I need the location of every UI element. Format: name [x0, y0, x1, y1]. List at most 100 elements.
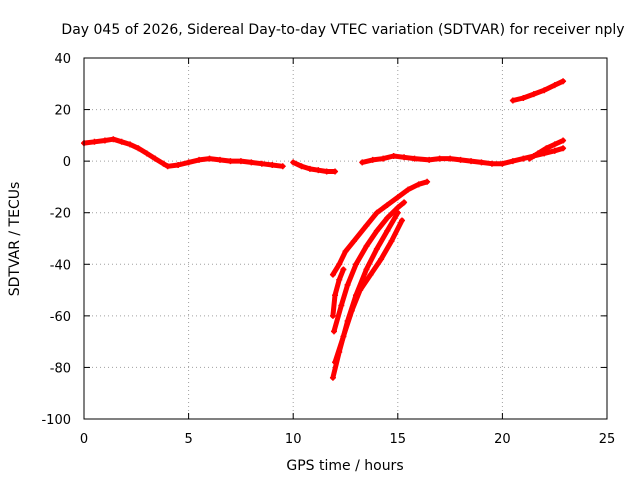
data-point [357, 287, 364, 294]
data-point [350, 238, 357, 245]
data-point [298, 163, 305, 170]
data-point [216, 156, 223, 163]
data-point [160, 160, 167, 167]
data-point [338, 302, 345, 309]
data-point [363, 266, 370, 273]
data-point [340, 333, 347, 340]
data-point [424, 178, 431, 185]
data-point [488, 160, 495, 167]
data-point [269, 162, 276, 169]
data-point [373, 227, 380, 234]
y-tick-label: -60 [50, 310, 71, 325]
data-point [143, 150, 150, 157]
data-point [551, 82, 558, 89]
x-tick-label: 0 [80, 432, 88, 447]
data-point [369, 156, 376, 163]
data-point [520, 155, 527, 162]
data-point [457, 156, 464, 163]
axis-layer: 0 5 10 15 20 25 -100 -80 -60 -40 -20 0 20 40 [41, 52, 615, 447]
data-point [248, 159, 255, 166]
data-point [373, 245, 380, 252]
data-point [363, 243, 370, 250]
data-point [390, 152, 397, 159]
data-point [394, 209, 401, 216]
series-dip-arc-4 [332, 217, 405, 365]
y-tick-label: -100 [41, 413, 71, 428]
y-tick-label: 40 [54, 52, 71, 67]
data-point [388, 238, 395, 245]
data-point [329, 271, 336, 278]
data-point [344, 281, 351, 288]
data-point [332, 359, 339, 366]
data-point [237, 158, 244, 165]
data-point [348, 307, 355, 314]
plot-frame [83, 57, 608, 420]
data-point [329, 312, 336, 319]
data-point [118, 138, 125, 145]
y-tick-label: -40 [50, 258, 71, 273]
data-point [509, 97, 516, 104]
data-point [520, 94, 527, 101]
data-point [426, 156, 433, 163]
y-tick-label: -20 [50, 207, 71, 222]
data-point [336, 276, 343, 283]
data-point [394, 204, 401, 211]
data-point [91, 138, 98, 145]
data-point [415, 181, 422, 188]
data-point [110, 136, 117, 143]
data-point [405, 186, 412, 193]
data-point [468, 158, 475, 165]
data-point [164, 163, 171, 170]
data-point [367, 271, 374, 278]
data-point [380, 155, 387, 162]
data-point [323, 168, 330, 175]
x-axis-label: GPS time / hours [286, 458, 403, 474]
data-point [436, 155, 443, 162]
data-point [196, 156, 203, 163]
data-point [509, 158, 516, 165]
data-point [330, 328, 337, 335]
data-point [175, 162, 182, 169]
data-point [329, 374, 336, 381]
data-layer [81, 78, 567, 381]
data-point [315, 167, 322, 174]
data-point [363, 222, 370, 229]
data-point [127, 141, 134, 148]
x-tick-label: 15 [390, 432, 407, 447]
x-tick-label: 10 [285, 432, 302, 447]
y-tick-label: -80 [50, 361, 71, 376]
data-point [227, 158, 234, 165]
data-point [306, 165, 313, 172]
data-point [352, 261, 359, 268]
y-tick-label: 0 [63, 155, 71, 170]
data-point [394, 194, 401, 201]
data-point [279, 163, 286, 170]
data-point [340, 266, 347, 273]
data-point [373, 209, 380, 216]
data-point [499, 160, 506, 167]
data-point [290, 159, 297, 166]
data-point [478, 159, 485, 166]
data-point [447, 155, 454, 162]
y-axis-label: SDTVAR / TECUs [7, 182, 23, 297]
data-point [398, 217, 405, 224]
data-point [258, 160, 265, 167]
data-point [101, 137, 108, 144]
data-point [526, 155, 533, 162]
data-point [411, 155, 418, 162]
data-point [560, 78, 567, 85]
data-point [401, 154, 408, 161]
data-point [206, 155, 213, 162]
data-point [560, 137, 567, 144]
data-point [359, 159, 366, 166]
data-point [560, 145, 567, 152]
data-point [185, 159, 192, 166]
y-tick-label: 20 [54, 104, 71, 119]
x-tick-label: 25 [599, 432, 616, 447]
series-main-track-morning [81, 136, 286, 169]
data-point [551, 147, 558, 154]
data-point [541, 87, 548, 94]
data-point [384, 214, 391, 221]
x-tick-label: 20 [494, 432, 511, 447]
